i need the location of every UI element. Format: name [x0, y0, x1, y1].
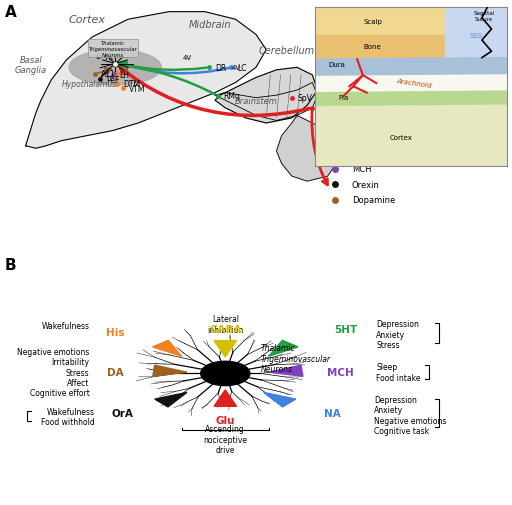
Polygon shape — [26, 13, 266, 149]
Polygon shape — [215, 68, 317, 124]
Text: Negative emotions
Irritability
Stress
Affect
Cognitive effort: Negative emotions Irritability Stress Af… — [17, 347, 90, 398]
Text: LH: LH — [119, 71, 129, 80]
Polygon shape — [315, 59, 507, 76]
Polygon shape — [269, 341, 298, 357]
Text: 4V: 4V — [182, 55, 191, 61]
Text: DA: DA — [107, 368, 123, 377]
Text: Serotonin: Serotonin — [352, 133, 392, 142]
Text: Glu: Glu — [216, 416, 235, 425]
Text: Bone: Bone — [364, 44, 381, 50]
Text: Dopamine: Dopamine — [352, 196, 395, 205]
Polygon shape — [215, 83, 317, 121]
Polygon shape — [214, 390, 237, 407]
Polygon shape — [155, 393, 187, 407]
Text: Cortex: Cortex — [390, 135, 413, 141]
Polygon shape — [153, 366, 187, 377]
Polygon shape — [315, 8, 445, 36]
Polygon shape — [315, 36, 445, 59]
Polygon shape — [69, 50, 161, 86]
Text: Dura: Dura — [328, 62, 345, 68]
Circle shape — [201, 362, 250, 386]
Text: Midbrain: Midbrain — [188, 20, 231, 30]
Text: MCH: MCH — [327, 368, 354, 377]
Text: Wakefulness: Wakefulness — [41, 321, 90, 330]
Polygon shape — [269, 366, 303, 377]
Text: VTM: VTM — [129, 84, 145, 93]
Text: RMg: RMg — [224, 92, 241, 101]
Text: Lateral
inhibition: Lateral inhibition — [207, 315, 243, 334]
Text: GABA: GABA — [209, 325, 242, 334]
Text: B: B — [5, 258, 17, 273]
Text: Thalamic
Trigeminovascular
Neurons: Thalamic Trigeminovascular Neurons — [261, 344, 331, 373]
Polygon shape — [315, 105, 507, 167]
Text: C1/C2: C1/C2 — [318, 104, 341, 113]
Text: Pia: Pia — [338, 95, 348, 101]
Polygon shape — [276, 116, 338, 182]
Text: Brainstem: Brainstem — [234, 96, 278, 106]
Text: Basal
Ganglia: Basal Ganglia — [15, 56, 47, 75]
Text: His: His — [106, 327, 124, 337]
Text: DR: DR — [215, 64, 226, 73]
Text: Orexin: Orexin — [352, 180, 379, 189]
Text: PeF: PeF — [106, 76, 119, 85]
Text: Cerebellum: Cerebellum — [259, 45, 315, 56]
Text: Cortex: Cortex — [69, 15, 105, 25]
Text: A11: A11 — [101, 70, 116, 79]
Polygon shape — [445, 8, 507, 59]
Text: MCH: MCH — [352, 165, 371, 174]
Text: Thalamic
Trigeminovascular
Neurons: Thalamic Trigeminovascular Neurons — [89, 41, 137, 58]
Text: DTM: DTM — [123, 80, 140, 89]
Text: Scalp: Scalp — [363, 19, 382, 25]
Text: Noradrenalin: Noradrenalin — [352, 118, 407, 127]
Text: 4V: 4V — [232, 65, 241, 71]
Text: LC: LC — [238, 64, 247, 73]
Polygon shape — [315, 92, 507, 106]
Polygon shape — [214, 341, 237, 358]
Text: SpV: SpV — [298, 94, 313, 103]
Text: Arachnoid: Arachnoid — [397, 78, 433, 88]
Text: Depression
Anxiety
Negative emotions
Cognitive task: Depression Anxiety Negative emotions Cog… — [374, 395, 446, 435]
Text: SSS: SSS — [470, 33, 483, 39]
Polygon shape — [153, 341, 182, 357]
Text: GABA: GABA — [352, 102, 376, 111]
Text: Rt: Rt — [104, 53, 114, 62]
Text: Depression
Anxiety
Stress: Depression Anxiety Stress — [376, 320, 419, 349]
Polygon shape — [264, 393, 296, 407]
Text: NA: NA — [325, 408, 341, 418]
Text: Glutamate: Glutamate — [352, 86, 396, 95]
Text: 5HT: 5HT — [334, 325, 357, 334]
Text: A: A — [5, 5, 17, 20]
Text: Ascending
nociceptive
drive: Ascending nociceptive drive — [203, 425, 247, 454]
Text: Sleep
Food intake: Sleep Food intake — [376, 363, 421, 382]
Text: OrA: OrA — [112, 408, 134, 418]
Text: Sagittal
Suture: Sagittal Suture — [473, 11, 495, 22]
Text: Histamine: Histamine — [352, 149, 394, 158]
Text: Wakefulness
Food withhold: Wakefulness Food withhold — [41, 407, 95, 426]
Text: Hypothalamus: Hypothalamus — [62, 80, 117, 89]
